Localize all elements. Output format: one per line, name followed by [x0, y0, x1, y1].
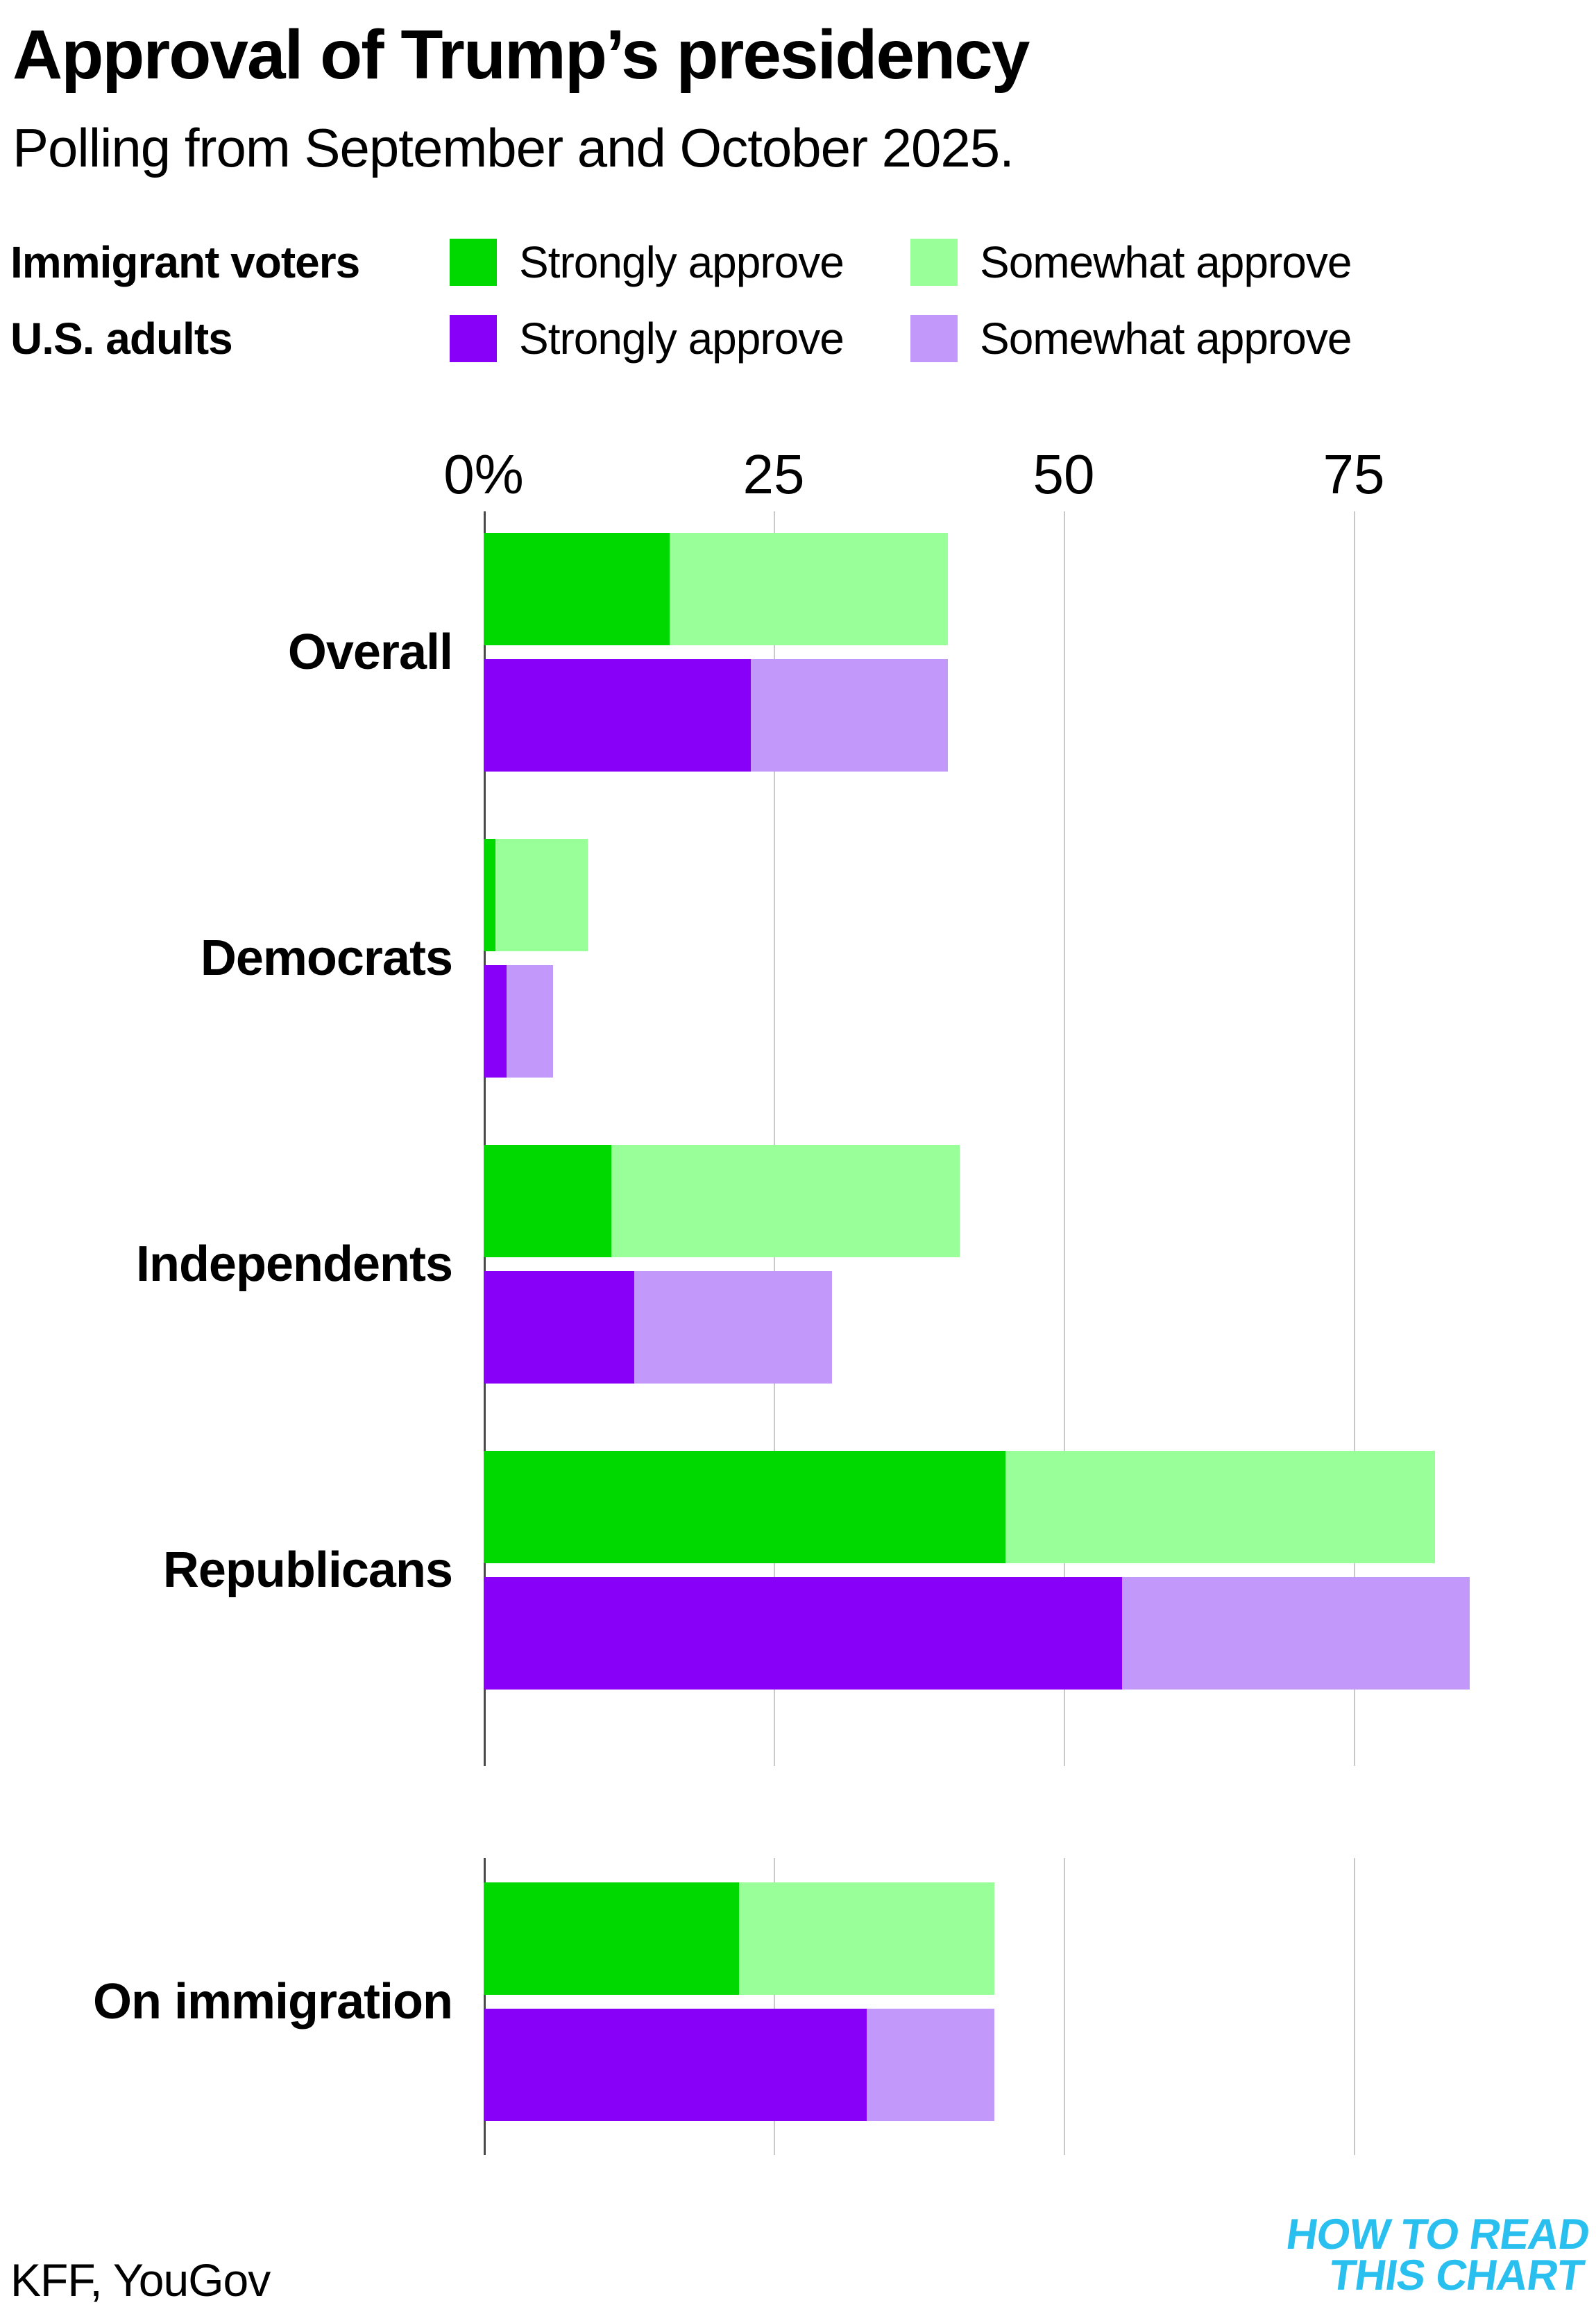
bar-segment — [495, 839, 588, 951]
legend-item-label: Somewhat approve — [980, 237, 1352, 287]
legend-item-label: Strongly approve — [519, 237, 844, 287]
bar-segment — [484, 1882, 739, 1995]
bar-segment — [634, 1271, 832, 1384]
axis-line-zero — [484, 1858, 486, 2155]
legend-row-us-adults: U.S. adults Strongly approve Somewhat ap… — [10, 314, 1586, 364]
gridline-25 — [774, 1858, 775, 2155]
bar-segment — [484, 1577, 1122, 1690]
chart-title: Approval of Trump’s presidency — [12, 16, 1030, 94]
logo-line-2: THIS CHART — [1326, 2251, 1587, 2299]
bar-segment — [484, 659, 751, 772]
bar-segment — [484, 533, 670, 645]
bar-segment — [866, 2009, 994, 2121]
bar-segment — [750, 659, 948, 772]
bar-segment — [669, 533, 948, 645]
gridline-50 — [1064, 1858, 1065, 2155]
bar-segment — [507, 965, 554, 1078]
bar-segment — [484, 1271, 635, 1384]
x-axis-tick-50: 50 — [1033, 443, 1095, 505]
bar-segment — [484, 1451, 1006, 1563]
bar-segment — [484, 2009, 867, 2121]
x-axis-tick-75: 75 — [1323, 443, 1385, 505]
legend-swatch-light-purple — [910, 315, 958, 362]
legend-group-label: U.S. adults — [10, 314, 233, 364]
category-label-independents: Independents — [135, 1236, 453, 1292]
gridline-75 — [1354, 1858, 1355, 2155]
x-axis-tick-25: 25 — [742, 443, 805, 505]
gridline-75 — [1354, 511, 1355, 1766]
legend-item-label: Strongly approve — [519, 314, 844, 364]
category-label-on-immigration: On immigration — [92, 1974, 453, 2030]
chart-subtitle: Polling from September and October 2025. — [12, 117, 1015, 178]
logo-line-1: HOW TO READ — [1283, 2211, 1593, 2258]
bar-segment — [484, 839, 495, 951]
source-credit: KFF, YouGov — [10, 2254, 271, 2306]
bar-segment — [484, 1145, 611, 1257]
gridline-50 — [1064, 511, 1065, 1766]
legend-group-label: Immigrant voters — [10, 237, 360, 287]
bar-segment — [611, 1145, 960, 1257]
category-label-republicans: Republicans — [162, 1542, 453, 1598]
bar-segment — [738, 1882, 994, 1995]
bar-segment — [1005, 1451, 1436, 1563]
gridline-25 — [774, 511, 775, 1766]
legend-row-immigrant-voters: Immigrant voters Strongly approve Somewh… — [10, 237, 1586, 287]
legend-item-label: Somewhat approve — [980, 314, 1352, 364]
htrtc-logo: HOW TO READ THIS CHART — [1278, 2211, 1593, 2299]
axis-line-zero — [484, 511, 486, 1766]
bar-segment — [484, 965, 507, 1078]
legend-swatch-light-green — [910, 239, 958, 286]
legend-swatch-strong-purple — [450, 315, 497, 362]
legend: Immigrant voters Strongly approve Somewh… — [10, 237, 1586, 391]
plot-grid-immigration — [484, 1858, 1596, 2155]
bar-segment — [1121, 1577, 1470, 1690]
category-label-democrats: Democrats — [200, 930, 453, 986]
category-label-overall: Overall — [287, 624, 453, 680]
plot-grid-main — [484, 511, 1596, 1766]
x-axis-tick-0: 0% — [443, 443, 524, 505]
legend-swatch-strong-green — [450, 239, 497, 286]
